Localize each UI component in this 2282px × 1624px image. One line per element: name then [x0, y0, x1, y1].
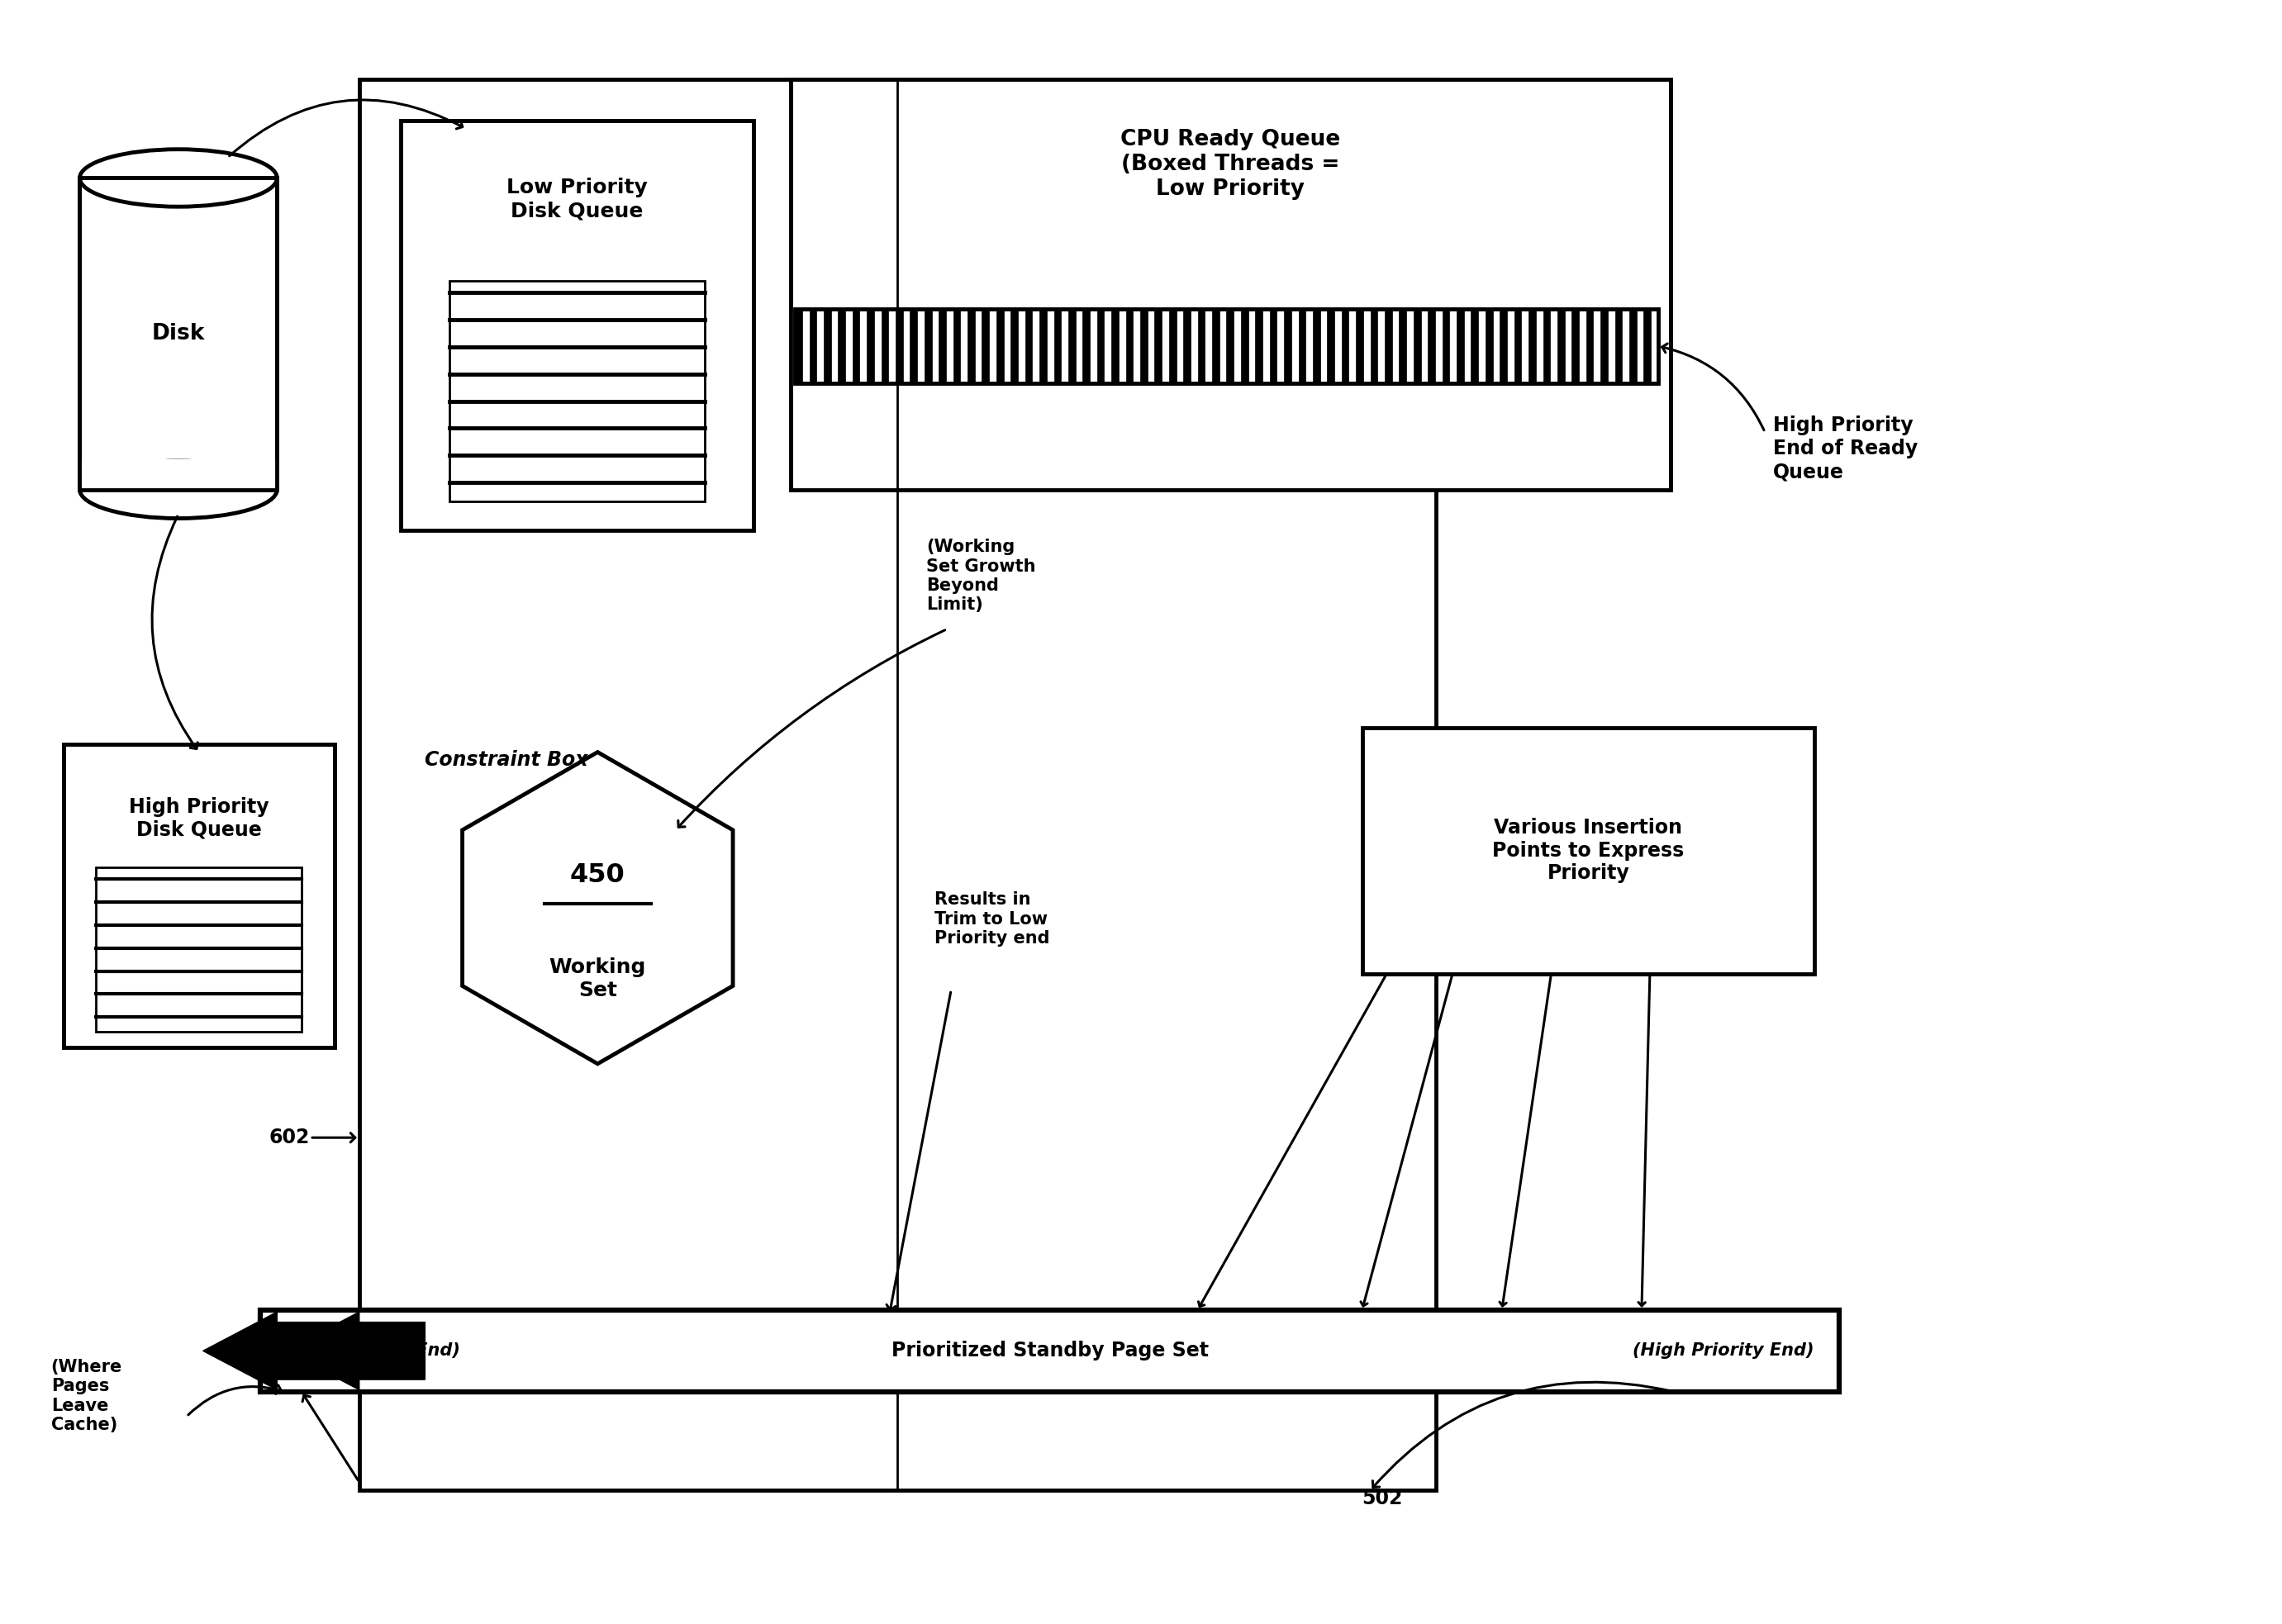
Bar [1643, 309, 1650, 383]
Polygon shape [463, 752, 733, 1064]
Bar [1342, 309, 1349, 383]
Text: 450: 450 [570, 862, 625, 888]
Bar [1515, 309, 1522, 383]
Bar [1371, 309, 1378, 383]
Bar [450, 281, 705, 502]
Bar [1472, 309, 1479, 383]
Bar [1385, 309, 1392, 383]
Bar [1298, 309, 1305, 383]
Bar [1616, 309, 1623, 383]
Bar [1025, 309, 1031, 383]
Bar [853, 309, 860, 383]
Bar [1586, 309, 1593, 383]
Bar [64, 744, 335, 1047]
Bar [1168, 309, 1175, 383]
Text: 502: 502 [1362, 1489, 1403, 1509]
Bar [1285, 309, 1292, 383]
Bar [1225, 309, 1235, 383]
Bar [1141, 309, 1148, 383]
Bar [794, 309, 1659, 383]
Bar [968, 309, 974, 383]
Bar [1198, 309, 1205, 383]
Bar [1529, 309, 1536, 383]
Bar [1111, 309, 1118, 383]
Ellipse shape [80, 461, 276, 518]
Bar [1155, 309, 1162, 383]
Bar [358, 80, 1435, 1491]
Text: Various Insertion
Points to Express
Priority: Various Insertion Points to Express Prio… [1492, 817, 1684, 883]
Bar [867, 309, 874, 383]
Bar [1098, 309, 1104, 383]
Bar [80, 179, 276, 490]
Text: (High Priority End): (High Priority End) [1634, 1343, 1814, 1359]
Bar [1241, 309, 1248, 383]
Text: Low Priority
Disk Queue: Low Priority Disk Queue [507, 179, 648, 221]
Text: (Where
Pages
Leave
Cache): (Where Pages Leave Cache) [50, 1359, 123, 1432]
Text: Disk: Disk [153, 323, 205, 344]
Bar [1413, 309, 1422, 383]
Text: High Priority
End of Ready
Queue: High Priority End of Ready Queue [1773, 416, 1917, 482]
Text: Prioritized Standby Page Set: Prioritized Standby Page Set [890, 1341, 1209, 1361]
Bar [1082, 309, 1091, 383]
Bar [1629, 309, 1636, 383]
Bar [1543, 309, 1549, 383]
Bar [1054, 309, 1061, 383]
Bar [810, 309, 817, 383]
Bar [1429, 309, 1435, 383]
Bar [1041, 309, 1047, 383]
Bar [1356, 309, 1362, 383]
Bar [1269, 309, 1278, 383]
Bar [1442, 309, 1449, 383]
Bar [954, 309, 961, 383]
Bar [260, 1311, 1839, 1392]
Bar [96, 867, 301, 1031]
Bar [1212, 309, 1219, 383]
Bar [1312, 309, 1319, 383]
FancyArrow shape [203, 1312, 424, 1390]
Text: 602: 602 [269, 1127, 310, 1148]
Bar [824, 309, 831, 383]
Bar [1572, 309, 1579, 383]
Bar [1125, 309, 1132, 383]
Bar [1068, 309, 1075, 383]
Text: Constraint Box: Constraint Box [424, 750, 589, 770]
Bar [399, 120, 753, 531]
Bar [924, 309, 931, 383]
Bar [881, 309, 888, 383]
Bar [792, 80, 1670, 490]
Text: Results in
Trim to Low
Priority end: Results in Trim to Low Priority end [936, 892, 1050, 947]
Bar [911, 309, 917, 383]
Text: (Working
Set Growth
Beyond
Limit): (Working Set Growth Beyond Limit) [926, 539, 1036, 612]
Bar [1011, 309, 1018, 383]
Bar [1456, 309, 1463, 383]
Ellipse shape [80, 149, 276, 206]
Bar [837, 309, 844, 383]
Bar [1184, 309, 1191, 383]
Bar [1328, 309, 1335, 383]
Bar [1362, 728, 1814, 973]
Bar [1499, 309, 1506, 383]
Bar [1255, 309, 1262, 383]
Bar [981, 309, 988, 383]
Bar [1399, 309, 1406, 383]
Bar [997, 309, 1004, 383]
Bar [794, 309, 801, 383]
Text: High Priority
Disk Queue: High Priority Disk Queue [128, 797, 269, 840]
Bar [1486, 309, 1492, 383]
Text: (Low Priority End): (Low Priority End) [285, 1343, 461, 1359]
Bar [78, 460, 278, 490]
Bar [938, 309, 947, 383]
Text: CPU Ready Queue
(Boxed Threads =
Low Priority: CPU Ready Queue (Boxed Threads = Low Pri… [1120, 128, 1340, 200]
Text: Working
Set: Working Set [550, 957, 646, 1000]
Bar [895, 309, 904, 383]
Bar [80, 179, 276, 490]
Bar [1600, 309, 1609, 383]
FancyArrow shape [285, 1312, 358, 1390]
Bar [1556, 309, 1565, 383]
